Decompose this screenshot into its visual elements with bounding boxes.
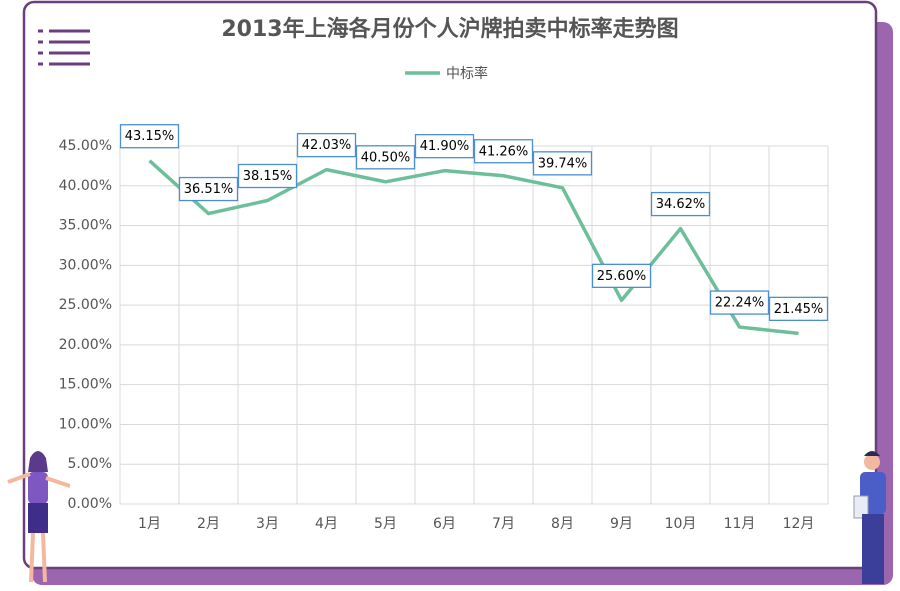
y-tick-label: 0.00% <box>68 496 112 512</box>
value-label-box <box>709 290 770 315</box>
data-line <box>148 159 799 336</box>
woman-figure <box>7 451 71 583</box>
x-tick-label: 4月 <box>315 516 338 532</box>
value-label: 25.60% <box>597 269 647 284</box>
x-tick-label: 11月 <box>724 516 756 532</box>
y-tick-label: 35.00% <box>59 218 112 234</box>
value-label: 34.62% <box>656 197 706 212</box>
value-label: 38.15% <box>243 169 293 184</box>
value-label-box <box>591 263 652 288</box>
value-label-box <box>532 151 593 176</box>
value-label: 43.15% <box>125 129 175 144</box>
value-label-box <box>296 132 357 158</box>
y-tick-label: 15.00% <box>59 377 112 393</box>
x-tick-label: 8月 <box>551 516 574 532</box>
value-label-box <box>650 191 711 217</box>
value-label: 42.03% <box>302 138 352 153</box>
x-tick-label: 6月 <box>433 516 456 532</box>
x-tick-label: 2月 <box>197 516 220 532</box>
man-figure <box>853 451 886 584</box>
value-label-box <box>414 134 475 159</box>
value-label-box <box>768 296 829 322</box>
x-tick-label: 3月 <box>256 516 279 532</box>
value-label: 21.45% <box>774 302 824 317</box>
value-label-box <box>119 124 180 149</box>
value-label-box <box>178 176 239 202</box>
y-tick-label: 45.00% <box>59 138 112 154</box>
y-tick-label: 40.00% <box>59 178 112 194</box>
y-tick-label: 30.00% <box>59 257 112 273</box>
y-tick-label: 10.00% <box>59 416 112 432</box>
value-label: 36.51% <box>184 182 234 197</box>
value-label-box <box>473 139 534 164</box>
value-label-box <box>237 163 298 189</box>
value-label: 40.50% <box>361 150 411 165</box>
x-tick-label: 1月 <box>138 516 161 532</box>
x-tick-label: 12月 <box>783 516 815 532</box>
menu-icon <box>38 29 90 66</box>
y-tick-label: 25.00% <box>59 297 112 313</box>
card <box>22 0 878 570</box>
x-tick-label: 5月 <box>374 516 397 532</box>
x-tick-label: 7月 <box>492 516 515 532</box>
value-label: 22.24% <box>715 296 765 311</box>
value-label: 41.26% <box>479 144 529 159</box>
x-tick-label: 9月 <box>610 516 633 532</box>
y-tick-label: 20.00% <box>59 337 112 353</box>
legend-label: 中标率 <box>446 65 488 82</box>
value-label-box <box>355 145 416 170</box>
value-label: 41.90% <box>420 139 470 154</box>
value-label: 39.74% <box>538 156 588 171</box>
x-tick-label: 10月 <box>665 516 697 532</box>
y-tick-label: 5.00% <box>68 456 112 472</box>
chart-title: 2013年上海各月份个人沪牌拍卖中标率走势图 <box>221 16 678 42</box>
